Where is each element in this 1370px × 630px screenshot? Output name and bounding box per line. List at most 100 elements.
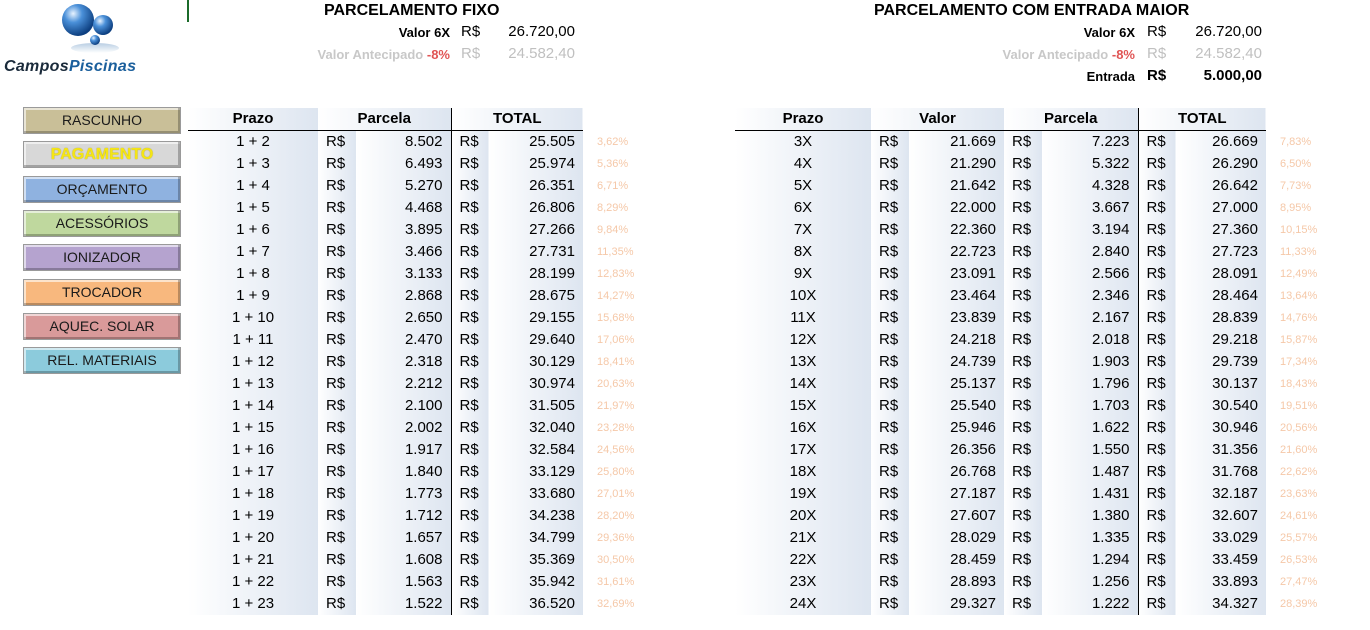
entrada-valor6x-value: 26.720,00: [1195, 23, 1262, 40]
valor-cell: 21.290: [909, 153, 1004, 175]
entrada-antecipado-label: Valor Antecipado -8%: [1002, 47, 1135, 62]
currency-cell: R$: [1004, 395, 1042, 417]
table-row: 1 + 2 R$ 8.502 R$ 25.505 3,62%: [188, 130, 653, 153]
prazo-cell: 4X: [735, 153, 871, 175]
parcela-cell: 2.566: [1042, 263, 1138, 285]
percent-cell: 7,83%: [1280, 135, 1312, 148]
entrada-header-total: TOTAL: [1137, 108, 1266, 131]
prazo-cell: 10X: [735, 285, 871, 307]
parcela-cell: 2.167: [1042, 307, 1138, 329]
currency-cell: R$: [1004, 329, 1042, 351]
table-row: 1 + 6 R$ 3.895 R$ 27.266 9,84%: [188, 219, 653, 241]
nav-button-ionizador[interactable]: IONIZADOR: [23, 244, 181, 272]
currency-cell: R$: [318, 461, 356, 483]
currency-cell: R$: [1004, 241, 1042, 263]
percent-cell: 17,06%: [597, 334, 635, 346]
total-cell: 28.199: [489, 263, 583, 285]
percent-cell: 15,87%: [1280, 334, 1318, 346]
percent-cell: 12,49%: [1280, 268, 1318, 280]
prazo-cell: 17X: [735, 439, 871, 461]
currency-cell: R$: [1137, 461, 1176, 483]
parcela-cell: 4.468: [356, 197, 451, 219]
total-cell: 32.187: [1176, 483, 1266, 505]
percent-cell: 30,50%: [597, 554, 635, 566]
currency-cell: R$: [318, 219, 356, 241]
fixo-valor6x-currency: R$: [461, 23, 481, 40]
table-row: 1 + 7 R$ 3.466 R$ 27.731 11,35%: [188, 241, 653, 263]
nav-button-rel-materiais[interactable]: REL. MATERIAIS: [23, 347, 181, 375]
parcela-cell: 2.100: [356, 395, 451, 417]
entrada-label: Entrada: [1086, 69, 1135, 84]
table-row: 9X R$ 23.091 R$ 2.566 R$ 28.091 12,49%: [735, 263, 1331, 285]
currency-cell: R$: [1004, 263, 1042, 285]
valor-cell: 24.739: [909, 351, 1004, 373]
currency-cell: R$: [1004, 307, 1042, 329]
parcela-cell: 2.868: [356, 285, 451, 307]
entrada-value: 5.000,00: [1203, 67, 1262, 84]
currency-cell: R$: [318, 527, 356, 549]
prazo-cell: 1 + 23: [188, 593, 318, 615]
currency-cell: R$: [1137, 263, 1176, 285]
prazo-cell: 18X: [735, 461, 871, 483]
percent-cell: 20,63%: [597, 378, 635, 390]
total-cell: 34.327: [1176, 593, 1266, 615]
total-cell: 35.369: [489, 549, 583, 571]
parcela-cell: 1.563: [356, 571, 451, 593]
total-cell: 31.356: [1176, 439, 1266, 461]
percent-cell: 3,62%: [597, 135, 629, 148]
total-cell: 29.218: [1176, 329, 1266, 351]
prazo-cell: 22X: [735, 549, 871, 571]
currency-cell: R$: [1137, 241, 1176, 263]
table-row: 1 + 19 R$ 1.712 R$ 34.238 28,20%: [188, 505, 653, 527]
currency-cell: R$: [1137, 351, 1176, 373]
parcela-cell: 1.903: [1042, 351, 1138, 373]
nav-button-or-amento[interactable]: ORÇAMENTO: [23, 175, 181, 203]
valor-cell: 22.000: [909, 197, 1004, 219]
currency-cell: R$: [450, 219, 489, 241]
nav-button-rascunho[interactable]: RASCUNHO: [23, 107, 181, 134]
currency-cell: R$: [1004, 175, 1042, 197]
total-cell: 29.739: [1176, 351, 1266, 373]
total-cell: 32.040: [489, 417, 583, 439]
currency-cell: R$: [318, 549, 356, 571]
total-cell: 33.893: [1176, 571, 1266, 593]
percent-cell: 23,63%: [1280, 488, 1318, 500]
prazo-cell: 1 + 19: [188, 505, 318, 527]
nav-button-acess-rios[interactable]: ACESSÓRIOS: [23, 209, 181, 237]
nav-button-aquec-solar[interactable]: AQUEC. SOLAR: [23, 312, 181, 340]
prazo-cell: 21X: [735, 527, 871, 549]
table-row: 20X R$ 27.607 R$ 1.380 R$ 32.607 24,61%: [735, 505, 1331, 527]
parcela-cell: 1.431: [1042, 483, 1138, 505]
percent-cell: 26,53%: [1280, 554, 1318, 566]
currency-cell: R$: [871, 593, 909, 615]
prazo-cell: 1 + 9: [188, 285, 318, 307]
prazo-cell: 19X: [735, 483, 871, 505]
percent-cell: 14,76%: [1280, 312, 1318, 324]
percent-cell: 24,61%: [1280, 510, 1318, 522]
prazo-cell: 1 + 17: [188, 461, 318, 483]
table-row: 1 + 15 R$ 2.002 R$ 32.040 23,28%: [188, 417, 653, 439]
table-row: 1 + 23 R$ 1.522 R$ 36.520 32,69%: [188, 593, 653, 615]
percent-cell: 29,36%: [597, 532, 635, 544]
currency-cell: R$: [1004, 417, 1042, 439]
valor-cell: 21.669: [909, 130, 1004, 153]
prazo-cell: 1 + 13: [188, 373, 318, 395]
table-row: 1 + 5 R$ 4.468 R$ 26.806 8,29%: [188, 197, 653, 219]
prazo-cell: 1 + 7: [188, 241, 318, 263]
total-cell: 33.029: [1176, 527, 1266, 549]
prazo-cell: 24X: [735, 593, 871, 615]
currency-cell: R$: [318, 307, 356, 329]
percent-cell: 31,61%: [597, 576, 635, 588]
table-row: 1 + 3 R$ 6.493 R$ 25.974 5,36%: [188, 153, 653, 175]
cell-cursor: [187, 0, 189, 22]
currency-cell: R$: [1004, 219, 1042, 241]
currency-cell: R$: [1137, 549, 1176, 571]
prazo-cell: 16X: [735, 417, 871, 439]
table-row: 1 + 16 R$ 1.917 R$ 32.584 24,56%: [188, 439, 653, 461]
percent-cell: 17,34%: [1280, 356, 1318, 368]
currency-cell: R$: [1004, 549, 1042, 571]
total-cell: 33.680: [489, 483, 583, 505]
nav-button-pagamento[interactable]: PAGAMENTO: [23, 141, 181, 169]
total-cell: 31.768: [1176, 461, 1266, 483]
nav-button-trocador[interactable]: TROCADOR: [23, 278, 181, 306]
